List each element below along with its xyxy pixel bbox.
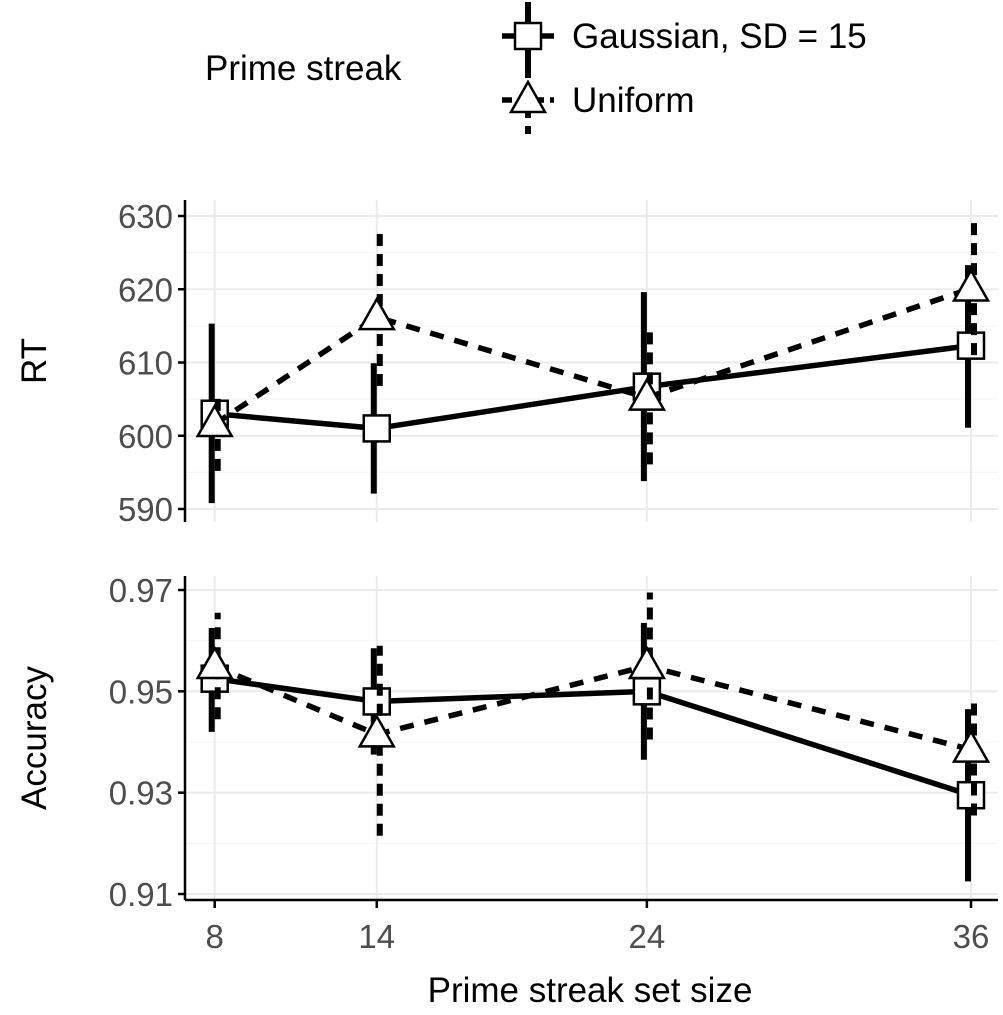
y-tick-label: 600 [118,418,173,455]
data-point-triangle [195,645,234,680]
series-line [214,342,972,432]
y-tick-label: 610 [118,345,173,382]
y-tick-label: 0.95 [109,673,173,710]
data-point-triangle [357,713,396,748]
y-tick-label: 0.93 [109,775,173,812]
panel-rt: 590 600 610 620 630 RT [15,198,998,528]
legend-triangle-key [508,79,548,114]
series-line [214,675,972,798]
data-point-triangle [951,729,991,763]
data-point-triangle [951,267,991,302]
data-point-square [362,414,392,443]
legend-label: Uniform [572,81,695,120]
legend-entry-uniform: Uniform [502,66,695,134]
x-tick-label: 24 [629,918,666,955]
y-tick-label: 0.91 [109,876,173,913]
y-tick-label: 590 [118,491,173,528]
legend-entry-gaussian: Gaussian, SD = 15 [502,2,867,70]
series-line [213,285,972,427]
legend-title: Prime streak [205,49,402,88]
series-line [213,663,972,753]
series-uniform-accuracy [195,592,991,836]
y-tick-label: 630 [118,198,173,235]
x-tick-label: 14 [358,918,395,955]
legend: Prime streak Gaussian, SD = 15 Uniform [205,2,867,134]
y-axis-title-rt: RT [15,338,54,384]
series-uniform-rt [195,216,991,471]
x-axis-title: Prime streak set size [428,971,753,1010]
x-tick-label: 36 [953,918,990,955]
x-axis: 8 14 24 36 [185,898,998,955]
data-point-triangle [627,377,667,411]
panel-accuracy: 0.91 0.93 0.95 0.97 Accuracy [15,572,998,913]
gridlines-accuracy [185,576,998,900]
series-gaussian-accuracy [200,622,986,882]
y-tick-label: 0.97 [109,572,173,609]
x-tick-label: 8 [206,918,224,955]
data-point-triangle [627,645,667,680]
legend-label: Gaussian, SD = 15 [572,17,867,56]
data-point-triangle [357,296,396,331]
legend-square-key [513,21,543,51]
data-point-triangle [195,403,234,438]
series-gaussian-rt [200,265,986,504]
y-axis-title-accuracy: Accuracy [15,666,54,810]
y-tick-label: 620 [118,271,173,308]
